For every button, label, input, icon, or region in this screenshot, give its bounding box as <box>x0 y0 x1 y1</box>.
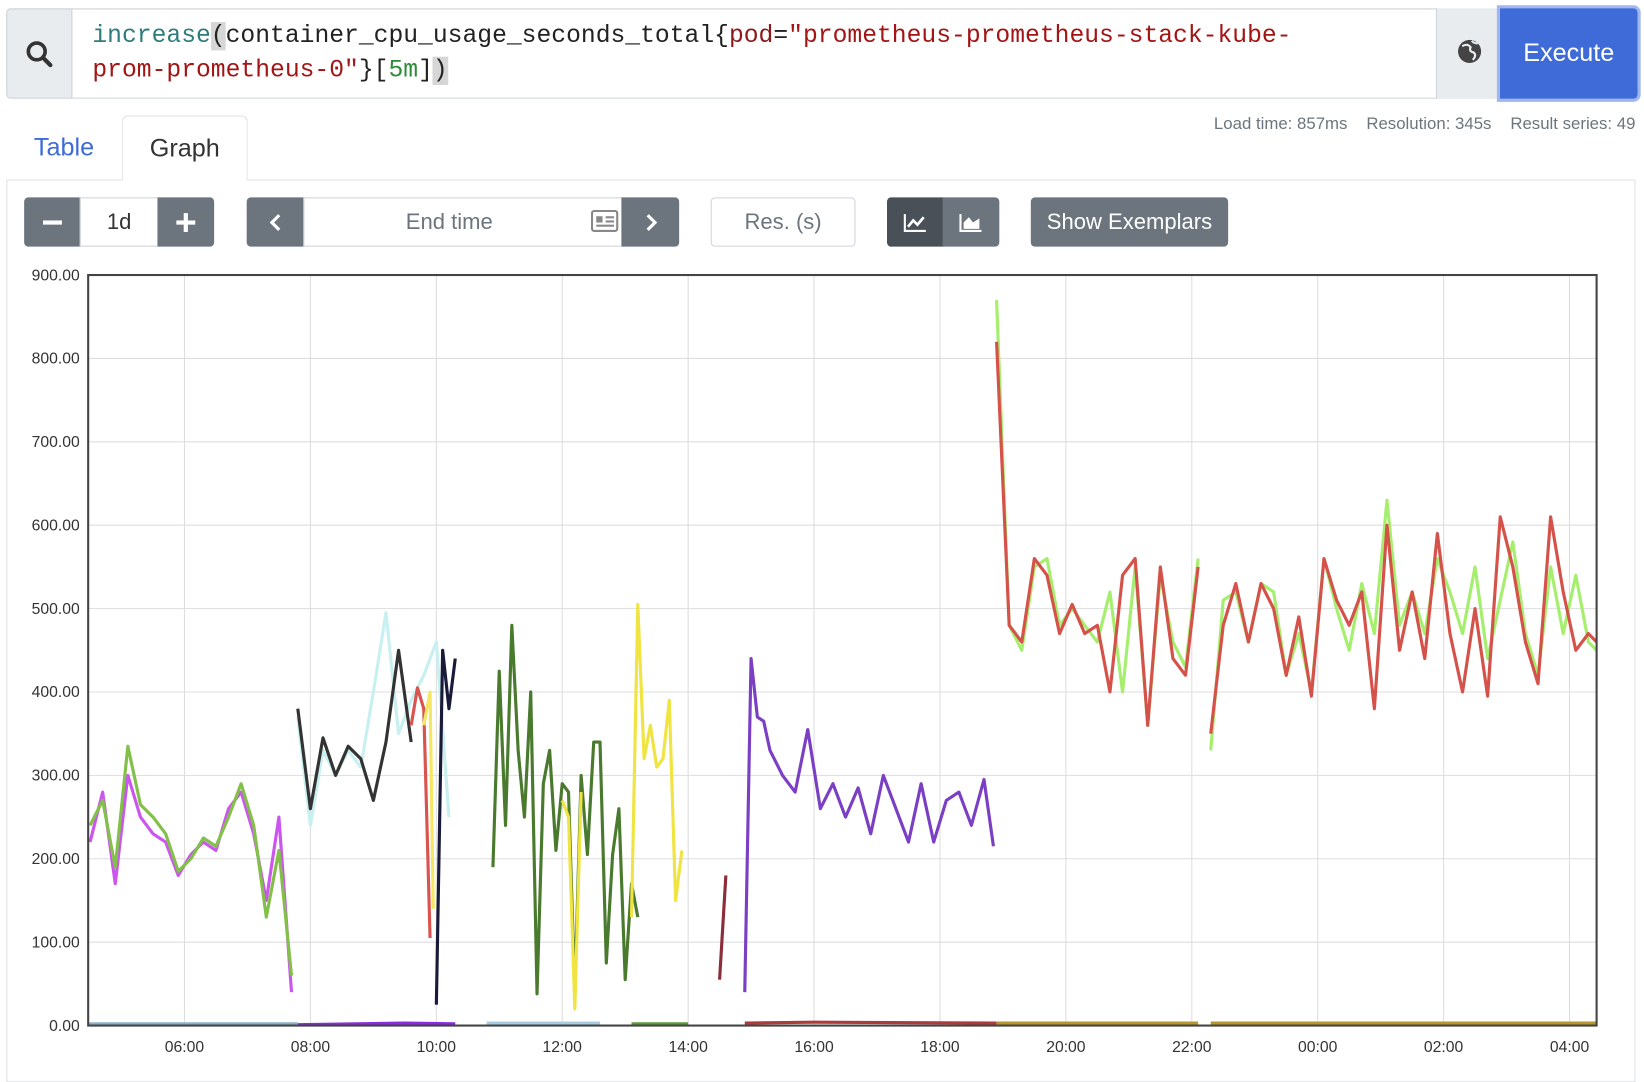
x-tick-label: 16:00 <box>794 1039 834 1056</box>
y-tick-label: 300.00 <box>32 768 80 785</box>
brace: { <box>714 22 729 51</box>
x-tick-label: 02:00 <box>1424 1039 1464 1056</box>
y-tick-label: 200.00 <box>32 851 80 868</box>
y-tick-label: 100.00 <box>32 934 80 951</box>
x-tick-label: 00:00 <box>1298 1039 1338 1056</box>
resolution-input[interactable]: Res. (s) <box>710 197 856 247</box>
stat: Result series: 49 <box>1510 115 1636 134</box>
series-line <box>560 602 684 1011</box>
placeholder: End time <box>405 209 493 234</box>
series-line <box>409 686 432 939</box>
x-tick-label: 18:00 <box>920 1039 960 1056</box>
x-tick-label: 22:00 <box>1172 1039 1212 1056</box>
x-tick-label: 14:00 <box>668 1039 708 1056</box>
label-value: "prometheus-prometheus-stack-kube-prom-p… <box>92 22 1292 86</box>
next-time[interactable] <box>621 197 680 247</box>
prev-time[interactable] <box>246 197 305 247</box>
unstacked-toggle[interactable] <box>886 197 944 247</box>
minus-icon <box>43 219 62 225</box>
stacked-toggle[interactable] <box>942 197 1000 247</box>
stat: Load time: 857ms <box>1213 115 1348 134</box>
x-tick-label: 04:00 <box>1550 1039 1590 1056</box>
decrease-range[interactable] <box>24 197 81 247</box>
y-tick-label: 800.00 <box>32 351 80 368</box>
range-input[interactable]: 1d <box>79 197 159 247</box>
x-tick-label: 12:00 <box>543 1039 583 1056</box>
end-time-input[interactable]: End time <box>303 197 623 247</box>
x-tick-label: 08:00 <box>291 1039 331 1056</box>
chart: 0.00 100.00 200.00 300.00 400.00 500.00 600.00… <box>32 267 1598 1056</box>
y-tick-label: 700.00 <box>32 434 80 451</box>
series-line <box>297 1021 456 1026</box>
fn: increase <box>92 22 211 51</box>
metric: container_cpu_usage_seconds_total <box>225 22 715 51</box>
tab[interactable]: Table <box>33 133 95 162</box>
execute-button[interactable]: Execute <box>1500 8 1638 99</box>
y-tick-label: 900.00 <box>32 267 80 284</box>
series-line <box>422 690 435 909</box>
stats: Load time: 857ms Resolution: 345s Result s… <box>1214 115 1636 134</box>
stat: Resolution: 345s <box>1366 115 1492 134</box>
metrics-explorer[interactable] <box>1435 8 1501 99</box>
series-line <box>296 611 451 827</box>
line-chart-icon <box>903 213 926 232</box>
series-line <box>88 744 294 976</box>
y-tick-label: 600.00 <box>32 517 80 534</box>
y-tick-label: 0.00 <box>49 1018 80 1035</box>
bracket: [ <box>373 56 389 86</box>
chevron-right <box>646 213 657 231</box>
series-line <box>491 623 640 996</box>
duration: 5m <box>388 56 419 86</box>
chevron-left <box>269 213 280 231</box>
plus-icon <box>176 212 196 232</box>
x-tick-label: 20:00 <box>1046 1039 1086 1056</box>
brace: } <box>358 56 374 86</box>
paren: ) <box>432 56 448 86</box>
x-tick-label: 06:00 <box>165 1039 205 1056</box>
y-tick-label: 500.00 <box>32 601 80 618</box>
calendar-icon <box>590 209 619 232</box>
area-chart-icon <box>959 213 982 232</box>
query-input[interactable]: increase(container_cpu_usage_seconds_tot… <box>92 19 1352 88</box>
series-line <box>434 648 457 1005</box>
series-line <box>743 657 995 993</box>
bracket: ] <box>418 56 433 86</box>
y-tick-label: 400.00 <box>32 684 80 701</box>
increase-range[interactable] <box>157 197 215 247</box>
series-line <box>744 1020 997 1025</box>
show-exemplars[interactable]: Show Exemplars <box>1030 197 1229 247</box>
label-name: pod <box>728 22 774 51</box>
magnifier <box>26 41 53 68</box>
op: = <box>773 22 789 51</box>
search-icon <box>6 8 73 99</box>
tab-active[interactable]: Graph <box>121 115 248 181</box>
plot-border <box>87 273 1598 1027</box>
x-tick-label: 10:00 <box>417 1039 457 1056</box>
series-line <box>296 648 413 811</box>
series-line <box>717 875 728 980</box>
series-group <box>88 299 1597 1026</box>
globe-icon <box>1458 39 1482 63</box>
paren: ( <box>210 22 226 51</box>
series-line <box>995 341 1597 734</box>
